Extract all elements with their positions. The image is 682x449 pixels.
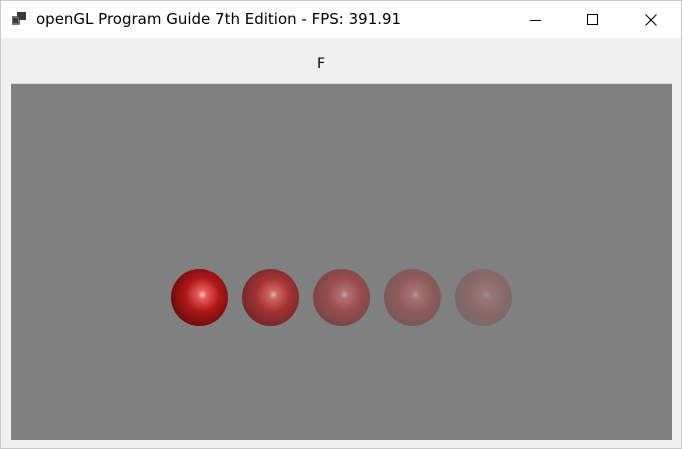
toolbar-label[interactable]: F <box>317 56 326 72</box>
sphere-3 <box>313 269 370 326</box>
sphere-4 <box>384 269 441 326</box>
opengl-viewport[interactable] <box>11 83 672 440</box>
title-bar[interactable]: openGL Program Guide 7th Edition - FPS: … <box>1 1 681 38</box>
maximize-button[interactable] <box>570 1 616 38</box>
maximize-icon <box>587 13 598 25</box>
minimize-button[interactable] <box>513 1 559 38</box>
minimize-icon <box>530 19 541 21</box>
app-window-icon <box>12 12 26 25</box>
sphere-1 <box>171 269 228 326</box>
close-button[interactable] <box>628 1 674 38</box>
sphere-2 <box>242 269 299 326</box>
close-icon <box>645 13 657 26</box>
sphere-5 <box>455 269 512 326</box>
window-title: openGL Program Guide 7th Edition - FPS: … <box>36 10 402 28</box>
